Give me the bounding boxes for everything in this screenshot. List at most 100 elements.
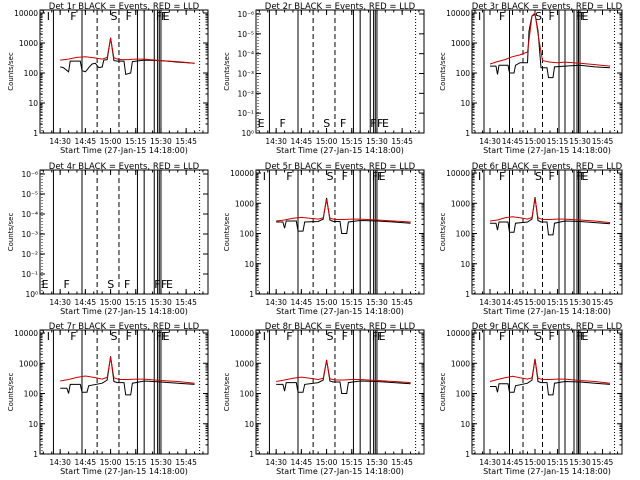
plot-frame [39,329,209,455]
y-tick-label: 1 [465,129,470,138]
series-lld [489,11,611,67]
flag-label: S [535,170,542,183]
flag-label: F [372,170,378,183]
series-lld [60,38,195,64]
y-tick-label: 10⁻⁴ [237,50,254,59]
y-tick-label: 1 [465,450,470,459]
flag-label: F [377,330,383,343]
plot-frame [255,169,425,295]
y-tick-label: 10 [460,99,470,108]
plot-frame [471,9,623,134]
x-tick-label: 15:30 [150,298,172,307]
flag-label: F [161,278,167,291]
x-tick-label: 14:45 [502,137,524,146]
y-tick-label: 10⁻¹ [21,270,38,279]
flag-label: F [126,330,132,343]
y-tick-label: 10⁻⁵ [237,30,254,39]
y-tick-label: 1 [249,450,254,459]
x-tick-label: 15:45 [391,298,413,307]
panel-title: Det 3r BLACK = Events, RED = LLD [472,2,623,12]
x-tick-label: 14:30 [265,298,287,307]
x-tick-label: 15:00 [316,458,338,467]
x-tick-label: 15:00 [100,137,122,146]
x-tick-label: 15:00 [524,458,546,467]
x-tick-label: 14:30 [49,298,71,307]
x-tick-label: 14:45 [291,458,313,467]
plot-frame [471,169,623,295]
flag-label: I [47,10,50,23]
y-tick-label: 10⁻² [21,250,38,259]
x-tick-label: 14:30 [479,298,501,307]
panel-title: Det 9r BLACK = Events, RED = LLD [472,322,623,332]
flag-label: I [47,330,50,343]
x-tick-label: 14:30 [49,137,71,146]
y-tick-label: 1 [33,129,38,138]
x-axis-label: Start Time (27-Jan-15 14:18:00) [60,146,188,155]
y-tick-label: 10 [28,99,38,108]
panel-title: Det 7r BLACK = Events, RED = LLD [49,322,200,332]
flag-label: F [580,10,586,23]
y-tick-label: 100 [456,69,471,78]
y-tick-label: 10000 [14,329,38,338]
series-lld [60,357,195,384]
panel-title: Det 2r BLACK = Events, RED = LLD [265,2,416,12]
flag-label: S [327,330,334,343]
x-tick-label: 15:00 [316,298,338,307]
flag-label: S [535,330,542,343]
flag-label: F [549,10,555,23]
y-tick-label: 10000 [230,169,254,178]
flag-label: F [576,170,582,183]
y-tick-label: 1 [249,290,254,299]
x-tick-label: 15:00 [100,298,122,307]
x-tick-label: 14:30 [265,458,287,467]
flag-label: F [286,330,292,343]
flag-label: F [280,117,286,130]
flag-label: F [499,10,505,23]
x-tick-label: 15:30 [366,298,388,307]
y-tick-label: 100 [240,390,255,399]
y-tick-label: 10 [460,260,470,269]
y-tick-label: 10⁻⁵ [21,190,38,199]
y-axis-label: Counts/sec [7,213,15,252]
plot-frame [471,329,623,455]
y-tick-label: 10⁻⁶ [237,10,254,19]
flag-label: E [582,330,589,343]
x-tick-label: 14:30 [265,137,287,146]
y-tick-label: 1000 [19,39,38,48]
flag-label: F [377,117,383,130]
flag-label: E [379,330,386,343]
flag-label: F [576,330,582,343]
flag-label: F [342,170,348,183]
y-tick-label: 10000 [14,9,38,18]
flag-label: E [379,170,386,183]
flag-label: E [382,117,389,130]
y-tick-label: 100 [456,390,471,399]
x-tick-label: 15:00 [316,137,338,146]
x-tick-label: 15:15 [125,298,147,307]
plot-frame [39,169,209,295]
y-axis-label: Counts/sec [439,373,447,412]
x-axis-label: Start Time (27-Jan-15 14:18:00) [276,307,404,316]
panel-title: Det 1r BLACK = Events, RED = LLD [49,2,200,12]
flag-label: F [372,330,378,343]
x-tick-label: 15:00 [524,298,546,307]
plot-frame [39,9,209,134]
series-lld [276,199,411,223]
x-tick-label: 15:45 [592,458,614,467]
y-tick-label: 1000 [235,199,254,208]
series-events [60,37,195,76]
y-tick-label: 100 [24,390,39,399]
series-lld [276,360,411,384]
y-axis-label: Counts/sec [7,52,15,91]
flag-label: F [580,330,586,343]
y-tick-label: 10 [28,420,38,429]
x-tick-label: 15:15 [547,458,569,467]
x-axis-label: Start Time (27-Jan-15 14:18:00) [60,467,188,476]
y-tick-label: 1000 [451,39,470,48]
series-events [60,356,195,396]
